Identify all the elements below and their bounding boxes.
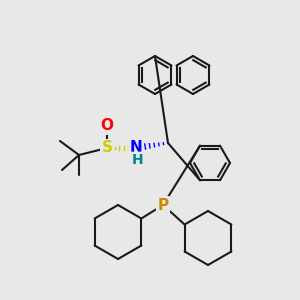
Text: S: S [101, 140, 112, 155]
Text: P: P [158, 197, 169, 212]
Text: N: N [130, 140, 142, 155]
Text: H: H [132, 153, 144, 167]
Text: O: O [100, 118, 113, 134]
